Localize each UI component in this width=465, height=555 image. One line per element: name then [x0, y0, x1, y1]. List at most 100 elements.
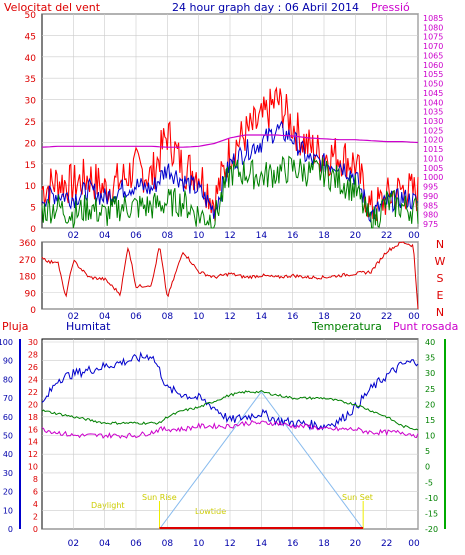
compass-label: S — [437, 272, 444, 285]
x-tick-p3: 04 — [99, 539, 111, 549]
y-tick-rain: 10 — [28, 463, 38, 472]
x-tick-p1: 02 — [68, 231, 79, 241]
y-tick-right-p1: 995 — [423, 183, 438, 192]
y-tick-temperature: 20 — [425, 400, 435, 409]
x-tick-p3: 02 — [68, 539, 79, 549]
x-tick-p1: 18 — [318, 231, 330, 241]
y-tick-right-p1: 985 — [423, 201, 438, 210]
y-tick-humidity: 40 — [3, 450, 13, 459]
x-tick-p2: 04 — [99, 312, 111, 322]
y-tick-left-p1: 35 — [25, 75, 36, 85]
y-tick-humidity: 90 — [3, 357, 13, 366]
x-tick-p1: 14 — [256, 231, 268, 241]
y-tick-right-p1: 1070 — [423, 42, 443, 51]
x-tick-p2: 22 — [381, 312, 392, 322]
compass-label: N — [436, 306, 444, 319]
y-tick-rain: 26 — [28, 363, 38, 372]
wind-average-line — [41, 120, 419, 223]
y-tick-right-p1: 1000 — [423, 173, 443, 182]
y-tick-left-p1: 40 — [25, 54, 37, 64]
temperature-line — [41, 390, 419, 431]
y-tick-temperature: 30 — [425, 369, 435, 378]
wind-direction-line — [41, 241, 419, 310]
x-tick-p1: 22 — [381, 231, 392, 241]
y-tick-right-p1: 1080 — [423, 23, 443, 32]
y-tick-left-p1: 25 — [25, 118, 36, 128]
y-tick-p2: 0 — [30, 306, 36, 316]
y-tick-rain: 20 — [28, 400, 38, 409]
y-tick-left-p1: 50 — [25, 11, 37, 21]
y-tick-temperature: -5 — [425, 478, 433, 487]
humidity-line — [41, 351, 419, 431]
x-tick-p2: 20 — [350, 312, 362, 322]
y-tick-temperature: 35 — [425, 354, 435, 363]
x-tick-p3: 14 — [256, 539, 268, 549]
y-tick-left-p1: 0 — [30, 225, 36, 235]
daylight-label: Daylight — [91, 501, 125, 510]
y-tick-right-p1: 980 — [423, 211, 438, 220]
y-tick-right-p1: 1015 — [423, 145, 443, 154]
sunrise-label: Sun Rise — [142, 493, 177, 502]
y-tick-right-p1: 1075 — [423, 33, 443, 42]
x-tick-p2: 14 — [256, 312, 268, 322]
y-tick-left-p1: 30 — [25, 97, 37, 107]
y-tick-humidity: 30 — [3, 469, 13, 478]
x-tick-p2: 08 — [162, 312, 174, 322]
pressure-axis-title: Pressió — [371, 1, 410, 14]
x-tick-p1: 20 — [350, 231, 362, 241]
y-tick-temperature: 0 — [425, 463, 430, 472]
x-tick-p1: 10 — [193, 231, 205, 241]
y-tick-rain: 24 — [28, 375, 38, 384]
y-tick-right-p1: 1085 — [423, 14, 443, 23]
y-tick-temperature: -15 — [425, 509, 438, 518]
y-tick-rain: 12 — [28, 450, 38, 459]
y-tick-humidity: 60 — [3, 413, 13, 422]
y-tick-right-p1: 1005 — [423, 164, 443, 173]
y-tick-left-p1: 10 — [25, 182, 37, 192]
y-tick-rain: 22 — [28, 388, 38, 397]
x-tick-p1: 06 — [130, 231, 142, 241]
x-tick-p1: 00 — [408, 231, 420, 241]
y-tick-right-p1: 1020 — [423, 136, 443, 145]
y-tick-rain: 4 — [33, 500, 38, 509]
x-tick-p3: 00 — [408, 539, 420, 549]
y-tick-right-p1: 1030 — [423, 117, 443, 126]
x-tick-p3: 12 — [224, 539, 235, 549]
x-tick-p3: 08 — [162, 539, 174, 549]
compass-label: E — [437, 289, 444, 302]
y-tick-humidity: 80 — [3, 375, 13, 384]
wind-speed-line — [41, 155, 419, 229]
dewpoint-line — [41, 419, 419, 439]
y-tick-left-p1: 45 — [25, 32, 36, 42]
y-tick-rain: 28 — [28, 350, 38, 359]
y-tick-humidity: 70 — [3, 394, 13, 403]
x-tick-p2: 00 — [408, 312, 420, 322]
y-tick-humidity: 50 — [3, 432, 13, 441]
y-tick-right-p1: 1050 — [423, 80, 443, 89]
y-tick-right-p1: 990 — [423, 192, 438, 201]
rain-axis-title: Pluja — [2, 320, 28, 333]
y-tick-right-p1: 1010 — [423, 154, 443, 163]
y-tick-right-p1: 1065 — [423, 51, 443, 60]
sunset-label: Sun Set — [342, 493, 373, 502]
y-tick-right-p1: 1055 — [423, 70, 443, 79]
y-tick-temperature: 40 — [425, 338, 435, 347]
x-tick-p1: 04 — [99, 231, 111, 241]
x-tick-p3: 16 — [287, 539, 299, 549]
y-tick-humidity: 0 — [8, 525, 13, 534]
chart-title: 24 hour graph day : 06 Abril 2014 — [172, 1, 359, 14]
y-tick-rain: 2 — [33, 513, 38, 522]
y-tick-right-p1: 1025 — [423, 126, 443, 135]
temperature-axis-title: Temperatura — [311, 320, 382, 333]
x-tick-p2: 18 — [318, 312, 330, 322]
dewpoint-axis-title: Punt rosada — [393, 320, 458, 333]
y-tick-left-p1: 20 — [25, 139, 37, 149]
y-tick-temperature: -20 — [425, 525, 438, 534]
y-tick-right-p1: 1040 — [423, 98, 443, 107]
x-tick-p3: 10 — [193, 539, 205, 549]
y-tick-p2: 360 — [19, 239, 36, 249]
y-tick-rain: 16 — [28, 425, 38, 434]
y-tick-temperature: 15 — [425, 416, 435, 425]
